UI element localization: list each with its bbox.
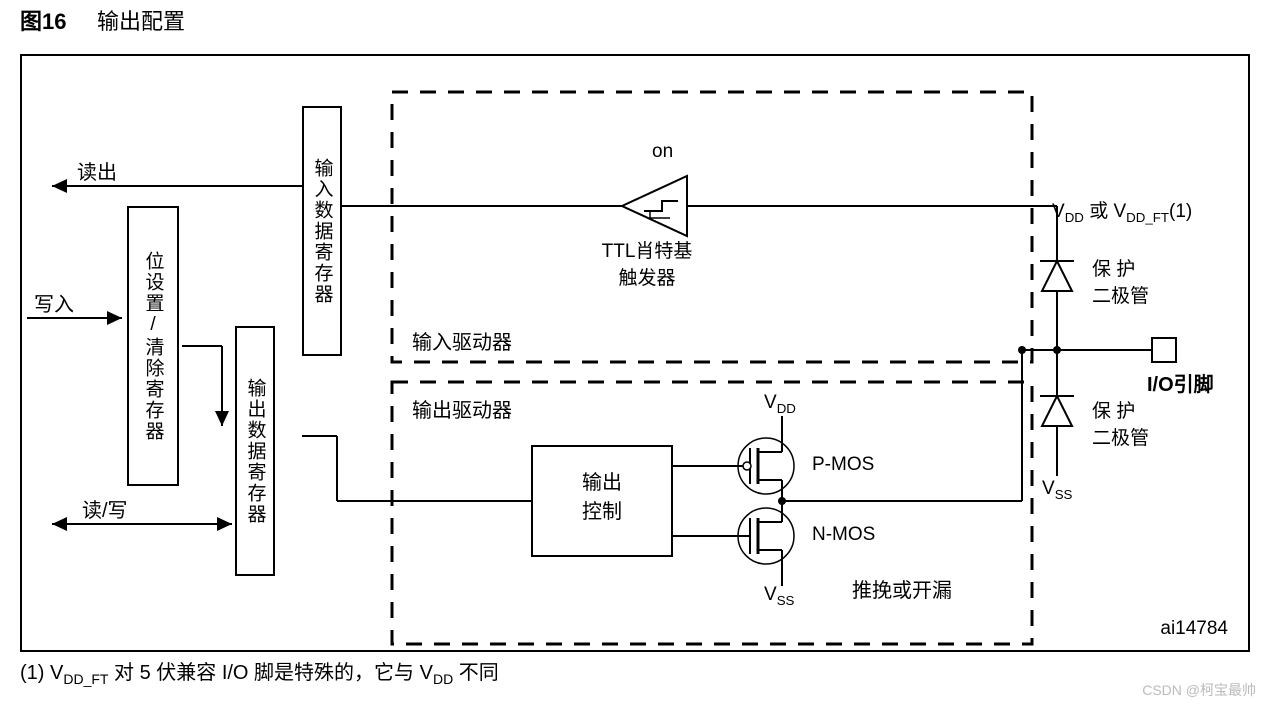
nmos-label: N-MOS [812,524,875,546]
input-data-register-label: 输入数据寄存器 [309,158,336,305]
pmos-label: P-MOS [812,454,874,476]
bit-set-clear-register-label: 位设置/清除寄存器 [140,251,167,442]
on-label: on [652,141,673,163]
vdd-or-vddft-label: VDD 或 VDD_FT(1) [1052,196,1192,225]
oc-line2: 控制 [532,495,672,524]
vdd-top-label: VDD [764,392,796,416]
ref-id: ai14784 [1160,618,1228,640]
footnote: (1) VDD_FT 对 5 伏兼容 I/O 脚是特殊的，它与 VDD 不同 [20,656,499,687]
figure-number: 图16 [20,9,66,34]
vss-bottom-label: VSS [764,584,794,608]
output-driver-label: 输出驱动器 [412,394,512,423]
figure-title-text: 输出配置 [97,9,185,34]
write-label: 写入 [34,288,74,317]
figure-title: 图16 输出配置 [20,4,185,36]
output-data-register: 输出数据寄存器 [235,326,275,576]
lower-diode-label: 保 护 二极管 [1092,396,1149,450]
io-pin-label: I/O引脚 [1147,368,1214,397]
oc-line1: 输出 [532,466,672,495]
bit-set-clear-register: 位设置/清除寄存器 [127,206,179,486]
push-pull-label: 推挽或开漏 [852,574,952,603]
read-write-label: 读/写 [82,494,128,523]
diagram-container: 图16 输出配置 [0,0,1276,709]
ttl-schmitt-label: TTL肖特基 触发器 [562,236,732,290]
watermark: CSDN @柯宝最帅 [1142,680,1256,700]
circuit-svg [22,56,1248,650]
output-control-label: 输出 控制 [532,466,672,524]
ttl-line1: TTL肖特基 [562,236,732,263]
read-label: 读出 [77,156,117,185]
vss-right-label: VSS [1042,478,1072,502]
input-data-register: 输入数据寄存器 [302,106,342,356]
ttl-line2: 触发器 [562,263,732,290]
outer-frame: 输入数据寄存器 位设置/清除寄存器 输出数据寄存器 读出 写入 读/写 on T… [20,54,1250,652]
input-driver-label: 输入驱动器 [412,326,512,355]
upper-diode-label: 保 护 二极管 [1092,254,1149,308]
output-data-register-label: 输出数据寄存器 [242,378,269,525]
